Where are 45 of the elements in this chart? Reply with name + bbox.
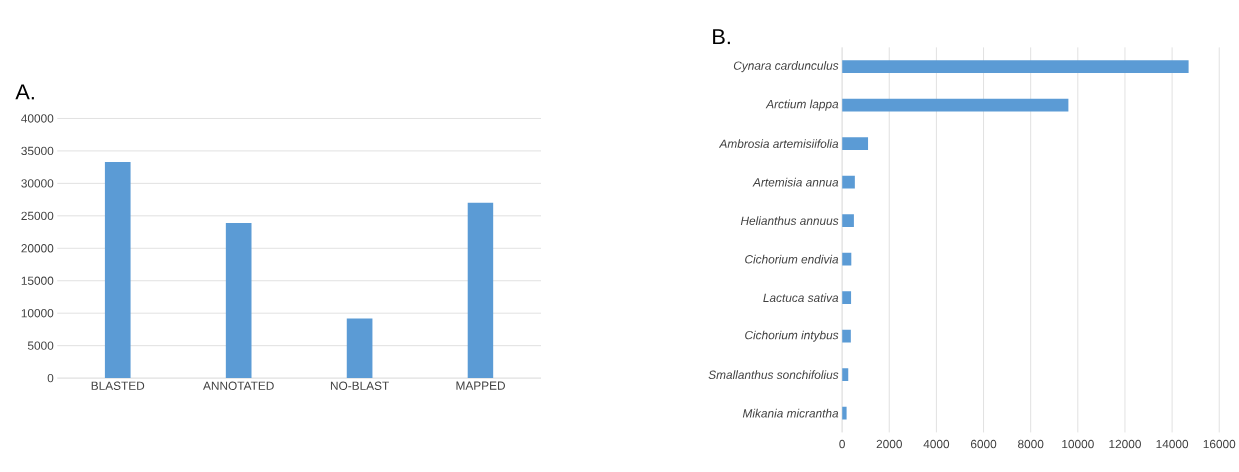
y-tick-label: 30000 <box>21 179 54 188</box>
y-tick-label: Ambrosia artemisiifolia <box>718 139 839 149</box>
x-tick-label: 4000 <box>923 439 950 449</box>
bar <box>842 291 852 305</box>
bar <box>842 60 1189 74</box>
bar <box>225 223 252 379</box>
y-tick-label: Smallanthus sonchifolius <box>708 370 839 380</box>
y-tick-label: 0 <box>47 373 54 383</box>
x-tick-label: 6000 <box>970 439 997 449</box>
chart-title: A. <box>15 84 34 100</box>
y-tick-label: Artemisia annua <box>752 177 839 187</box>
y-tick-label: Cichorium intybus <box>745 330 839 342</box>
y-tick-label: 10000 <box>21 309 54 318</box>
x-tick-label: MAPPED <box>456 381 505 390</box>
y-tick-label: 5000 <box>27 341 54 350</box>
y-tick-label: Helianthus annuus <box>740 216 839 226</box>
y-tick-label: Arctium lappa <box>765 99 839 111</box>
bar <box>842 175 855 189</box>
bar <box>346 318 373 379</box>
x-tick-label: ANNOTATED <box>203 381 274 391</box>
y-tick-label: 20000 <box>21 244 54 253</box>
x-tick-label: 10000 <box>1062 439 1094 449</box>
bar <box>842 214 854 228</box>
x-tick-label: BLASTED <box>91 381 145 391</box>
x-tick-label: 12000 <box>1109 439 1141 449</box>
y-tick-label: Cichorium endivia <box>745 254 839 264</box>
y-tick-label: 40000 <box>21 114 54 123</box>
bar <box>842 406 847 420</box>
y-tick-label: 25000 <box>21 211 54 221</box>
y-tick-label: 15000 <box>21 276 54 285</box>
x-tick-label: 16000 <box>1203 439 1236 449</box>
chart-title: B. <box>713 29 730 45</box>
bar <box>842 98 1069 112</box>
x-tick-label: 2000 <box>876 439 902 449</box>
y-tick-label: 35000 <box>21 146 54 156</box>
x-tick-label: 8000 <box>1018 439 1044 449</box>
bar <box>842 329 851 343</box>
x-tick-label: 14000 <box>1156 439 1189 449</box>
bar <box>104 162 131 379</box>
x-tick-label: NO-BLAST <box>330 381 389 391</box>
bar <box>842 137 869 151</box>
y-tick-label: Cynara cardunculus <box>733 61 839 73</box>
y-tick-label: Mikania micrantha <box>742 408 839 418</box>
y-tick-label: Lactuca sativa <box>763 293 839 303</box>
bar <box>467 202 494 379</box>
